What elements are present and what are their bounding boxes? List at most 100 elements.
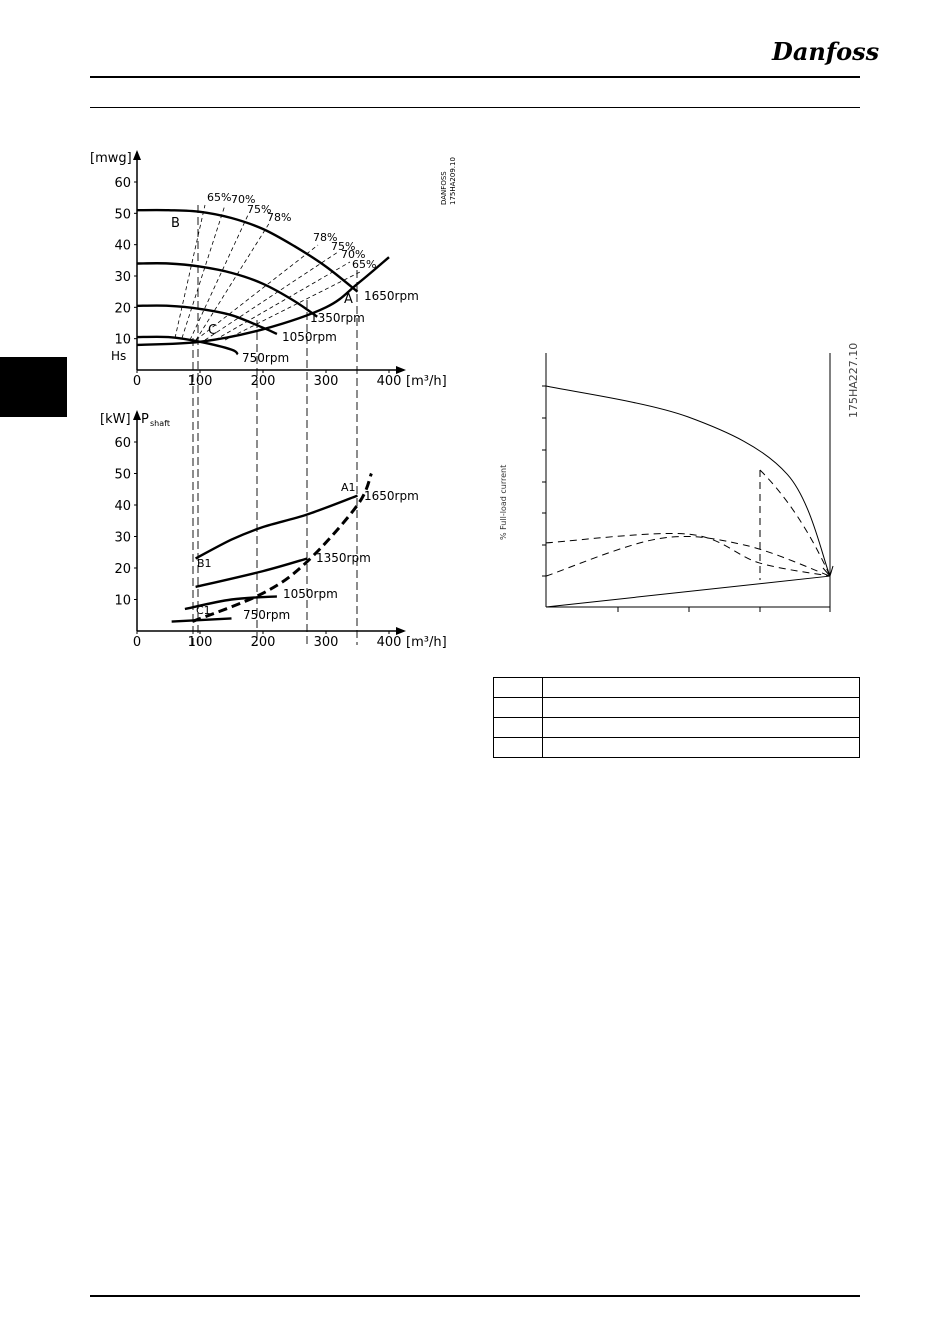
efficiency-line	[195, 221, 271, 341]
y-tick-label: 50	[114, 468, 131, 483]
y-tick-label: 50	[114, 207, 131, 222]
efficiency-label: 65%	[352, 258, 376, 271]
efficiency-label: 75%	[331, 240, 355, 253]
y-axis-label: % Full-load current	[499, 465, 508, 540]
efficiency-line	[214, 261, 351, 341]
point-label-c: C	[208, 323, 217, 338]
current-curve	[759, 469, 831, 577]
x-tick-label: 0	[133, 635, 141, 650]
brand-wordmark: Danfoss	[771, 37, 880, 66]
efficiency-line	[181, 204, 226, 339]
legend-table	[493, 677, 860, 758]
arrow-head	[822, 565, 834, 578]
power-curve-1650rpm	[195, 494, 358, 560]
y-axis-label: [kW]	[100, 412, 131, 427]
speed-label: 1050rpm	[282, 330, 337, 344]
speed-label: 1650rpm	[364, 289, 419, 303]
y-axis-symbol: P	[141, 412, 149, 427]
y-axis-label: [mwg]	[90, 151, 132, 166]
figure-code-fig1: 175HA209.10	[449, 157, 457, 205]
x-tick-label: 400	[377, 374, 402, 389]
legend-key	[493, 677, 543, 698]
efficiency-label: 65%	[207, 191, 231, 204]
figure-code-fig2: 175HA227.10	[847, 343, 860, 418]
speed-label: 1350rpm	[316, 551, 371, 565]
header-rule-top	[90, 76, 860, 78]
header-rule-bottom	[90, 107, 860, 108]
efficiency-line	[174, 204, 206, 339]
curve-1350rpm	[136, 262, 318, 318]
legend-description	[542, 677, 860, 698]
legend-description	[542, 737, 860, 758]
y-axis-subscript: shaft	[150, 419, 170, 428]
legend-key	[493, 717, 543, 738]
x-axis-arrow	[396, 366, 406, 374]
x-tick-label: 400	[377, 635, 402, 650]
current-curve	[545, 533, 831, 577]
point-label-c1: C1	[196, 604, 211, 617]
point-label-b1: B1	[197, 557, 212, 570]
x-tick-label: 100	[188, 374, 213, 389]
x-tick-label: 0	[133, 374, 141, 389]
efficiency-label: 78%	[267, 211, 291, 224]
efficiency-label: 70%	[341, 248, 365, 261]
current-chart: % Full-load current	[499, 353, 834, 612]
power-curve-750rpm	[171, 617, 232, 623]
speed-label: 1350rpm	[310, 311, 365, 325]
footer-rule	[90, 1295, 860, 1297]
power-curve-1050rpm	[184, 595, 277, 611]
y-tick-label: 30	[114, 270, 131, 285]
speed-label: 750rpm	[242, 351, 289, 365]
curve-system	[136, 256, 390, 347]
y-tick-label: 10	[114, 594, 131, 609]
x-tick-label: 300	[314, 635, 339, 650]
y-axis-arrow	[133, 150, 141, 160]
point-label-a: A	[344, 292, 353, 307]
speed-label: 1050rpm	[283, 587, 338, 601]
legend-row	[493, 677, 860, 698]
chapter-tab	[0, 357, 67, 417]
legend-key	[493, 737, 543, 758]
y-tick-label: 30	[114, 531, 131, 546]
x-tick-label: 200	[251, 635, 276, 650]
speed-label: 750rpm	[243, 608, 290, 622]
legend-description	[542, 717, 860, 738]
power-curve-system	[191, 472, 373, 623]
static-head-label: Hs	[111, 349, 126, 363]
curve-1650rpm	[136, 208, 359, 293]
y-tick-label: 20	[114, 562, 131, 577]
efficiency-label: 70%	[231, 193, 255, 206]
y-axis-arrow	[133, 410, 141, 420]
efficiency-line	[204, 251, 339, 341]
x-axis-label: [m³/h]	[406, 635, 447, 650]
point-label-a1: A1	[341, 481, 356, 494]
power-curve-1350rpm	[195, 557, 308, 589]
current-curve	[545, 575, 831, 608]
efficiency-label: 75%	[247, 203, 271, 216]
current-curve	[545, 385, 831, 577]
y-tick-label: 40	[114, 239, 131, 254]
legend-row	[493, 697, 860, 718]
x-tick-label: 300	[314, 374, 339, 389]
point-label-b: B	[171, 216, 180, 231]
legend-key	[493, 697, 543, 718]
speed-label: 1650rpm	[364, 489, 419, 503]
y-tick-label: 10	[114, 333, 131, 348]
efficiency-label: 78%	[313, 231, 337, 244]
y-tick-label: 60	[114, 436, 131, 451]
y-tick-label: 20	[114, 301, 131, 316]
x-axis-arrow	[396, 627, 406, 635]
current-curve	[545, 535, 831, 577]
x-axis-label: [m³/h]	[406, 374, 447, 389]
curve-1050rpm	[136, 304, 278, 336]
x-tick-label: 100	[188, 635, 213, 650]
legend-row	[493, 717, 860, 738]
legend-description	[542, 697, 860, 718]
efficiency-line	[189, 214, 249, 341]
y-tick-label: 40	[114, 499, 131, 514]
figure-code-brand: DANFOSS	[440, 171, 448, 205]
efficiency-line	[195, 244, 319, 341]
legend-row	[493, 737, 860, 758]
